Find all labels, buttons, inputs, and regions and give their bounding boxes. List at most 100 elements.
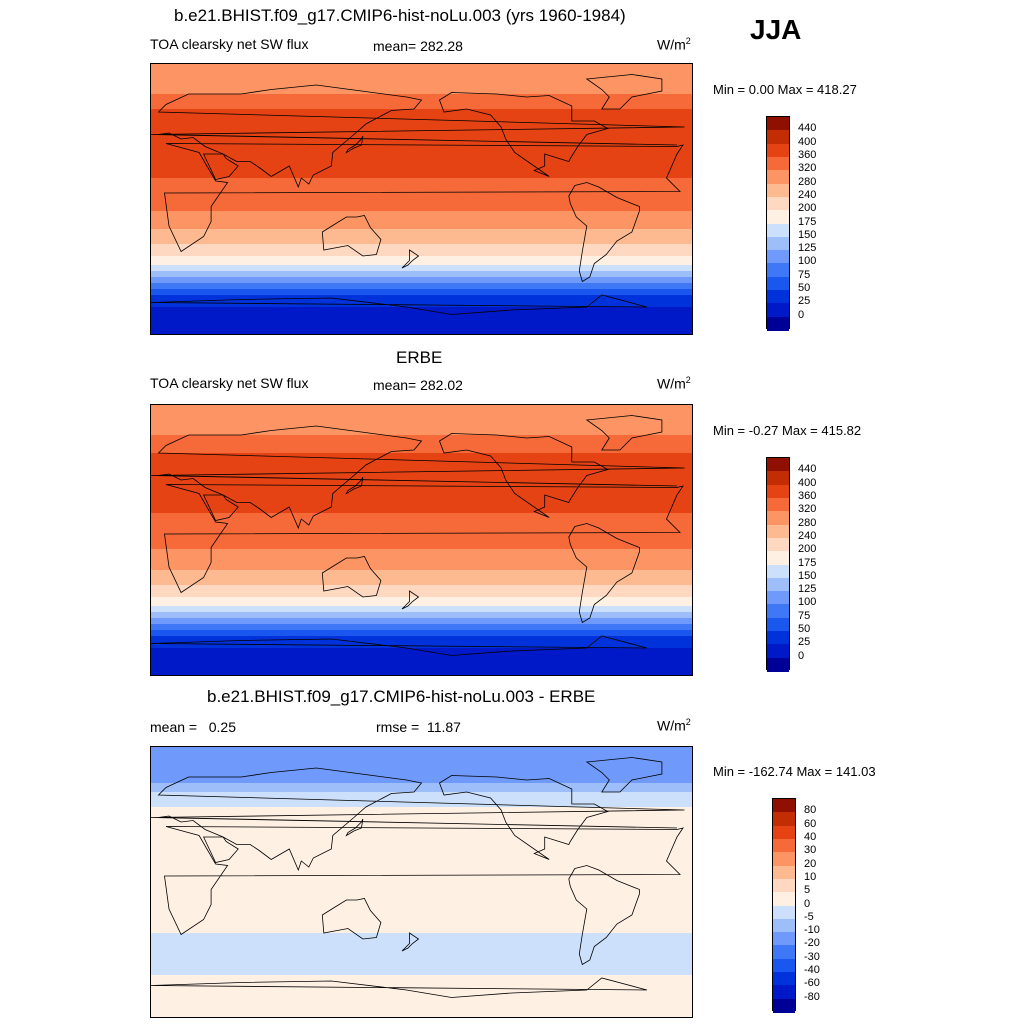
contour-band [151,822,692,826]
contour-band [151,405,692,409]
contour-band [151,777,692,781]
contour-band [151,750,692,754]
contour-band [151,151,692,155]
coastline [439,92,609,177]
contour-band [151,888,692,892]
colorbar-cell [767,156,789,171]
contour-band [151,193,692,197]
colorbar-tick-label: 125 [798,583,817,596]
panel3-colorbar: 80 60 40 30 20 10 5 0 -5 -10 -20 -30 -40 -60 -80 [772,798,820,1013]
contour-band [151,70,692,74]
contour-band [151,642,692,646]
contour-band [151,423,692,427]
contour-band [151,813,692,817]
contour-band [151,945,692,949]
contour-band [151,313,692,317]
colorbar-cell [773,932,795,946]
contour-band [151,771,692,775]
contour-band [151,486,692,490]
contour-band [151,76,692,80]
contour-band [151,471,692,475]
contour-band [151,855,692,859]
contour-band [151,825,692,829]
contour-band [151,289,692,293]
contour-band [151,849,692,853]
contour-band [151,936,692,940]
contour-band [151,573,692,577]
contour-band [151,549,692,553]
contour-band [151,654,692,658]
contour-band [151,762,692,766]
contour-band [151,325,692,329]
contour-band [151,411,692,415]
colorbar-cell [767,577,789,592]
panel2-map [150,404,693,676]
contour-band [151,202,692,206]
contour-band [151,67,692,71]
colorbar-tick-label: 80 [804,804,817,817]
contour-band [151,247,692,251]
colorbar-cell [767,196,789,211]
contour-band [151,840,692,844]
colorbar-cell [767,484,789,499]
colorbar-tick-label: -60 [804,977,820,990]
panel2-contour-field [151,405,692,675]
contour-band [151,426,692,430]
contour-band [151,259,692,263]
panel1-contour-field [151,64,692,334]
contour-band [151,507,692,511]
contour-band [151,864,692,868]
colorbar-cell [767,497,789,512]
contour-band [151,148,692,152]
contour-band [151,298,692,302]
contour-band [151,166,692,170]
contour-band [151,870,692,874]
contour-band [151,414,692,418]
colorbar-tick-label: 400 [798,135,817,148]
colorbar-cell [767,537,789,552]
coastline [202,153,239,180]
panel1-title: b.e21.BHIST.f09_g17.CMIP6-hist-noLu.003 … [174,6,626,25]
contour-band [151,100,692,104]
colorbar-tick-label: 440 [798,463,817,476]
colorbar-tick-label: 0 [798,649,805,662]
contour-band [151,666,692,670]
contour-band [151,951,692,955]
colorbar-cell [767,263,789,278]
coastline [585,415,663,451]
contour-band [151,214,692,218]
colorbar-tick-label: 150 [798,569,817,582]
colorbar-tick-label: 25 [798,636,811,649]
contour-band [151,816,692,820]
coastline [151,767,685,872]
colorbar-cell [773,972,795,986]
contour-band [151,417,692,421]
contour-band [151,187,692,191]
contour-band [151,909,692,913]
contour-band [151,64,692,68]
colorbar-tick-label: 360 [798,148,817,161]
contour-band [151,85,692,89]
contour-band [151,783,692,787]
contour-band [151,990,692,994]
contour-band [151,960,692,964]
contour-band [151,828,692,832]
contour-band [151,238,692,242]
contour-band [151,307,692,311]
contour-band [151,133,692,137]
contour-band [151,663,692,667]
contour-band [151,175,692,179]
contour-band [151,942,692,946]
contour-band [151,552,692,556]
contour-band [151,208,692,212]
colorbar-tick-label: 240 [798,529,817,542]
panel1-minmax: Min = 0.00 Max = 418.27 [713,82,857,97]
colorbar-cell [767,210,789,224]
contour-band [151,292,692,296]
contour-band [151,795,692,799]
colorbar-tick-label: 240 [798,188,817,201]
contour-band [151,987,692,991]
contour-band [151,672,692,675]
contour-band [151,894,692,898]
contour-band [151,669,692,673]
